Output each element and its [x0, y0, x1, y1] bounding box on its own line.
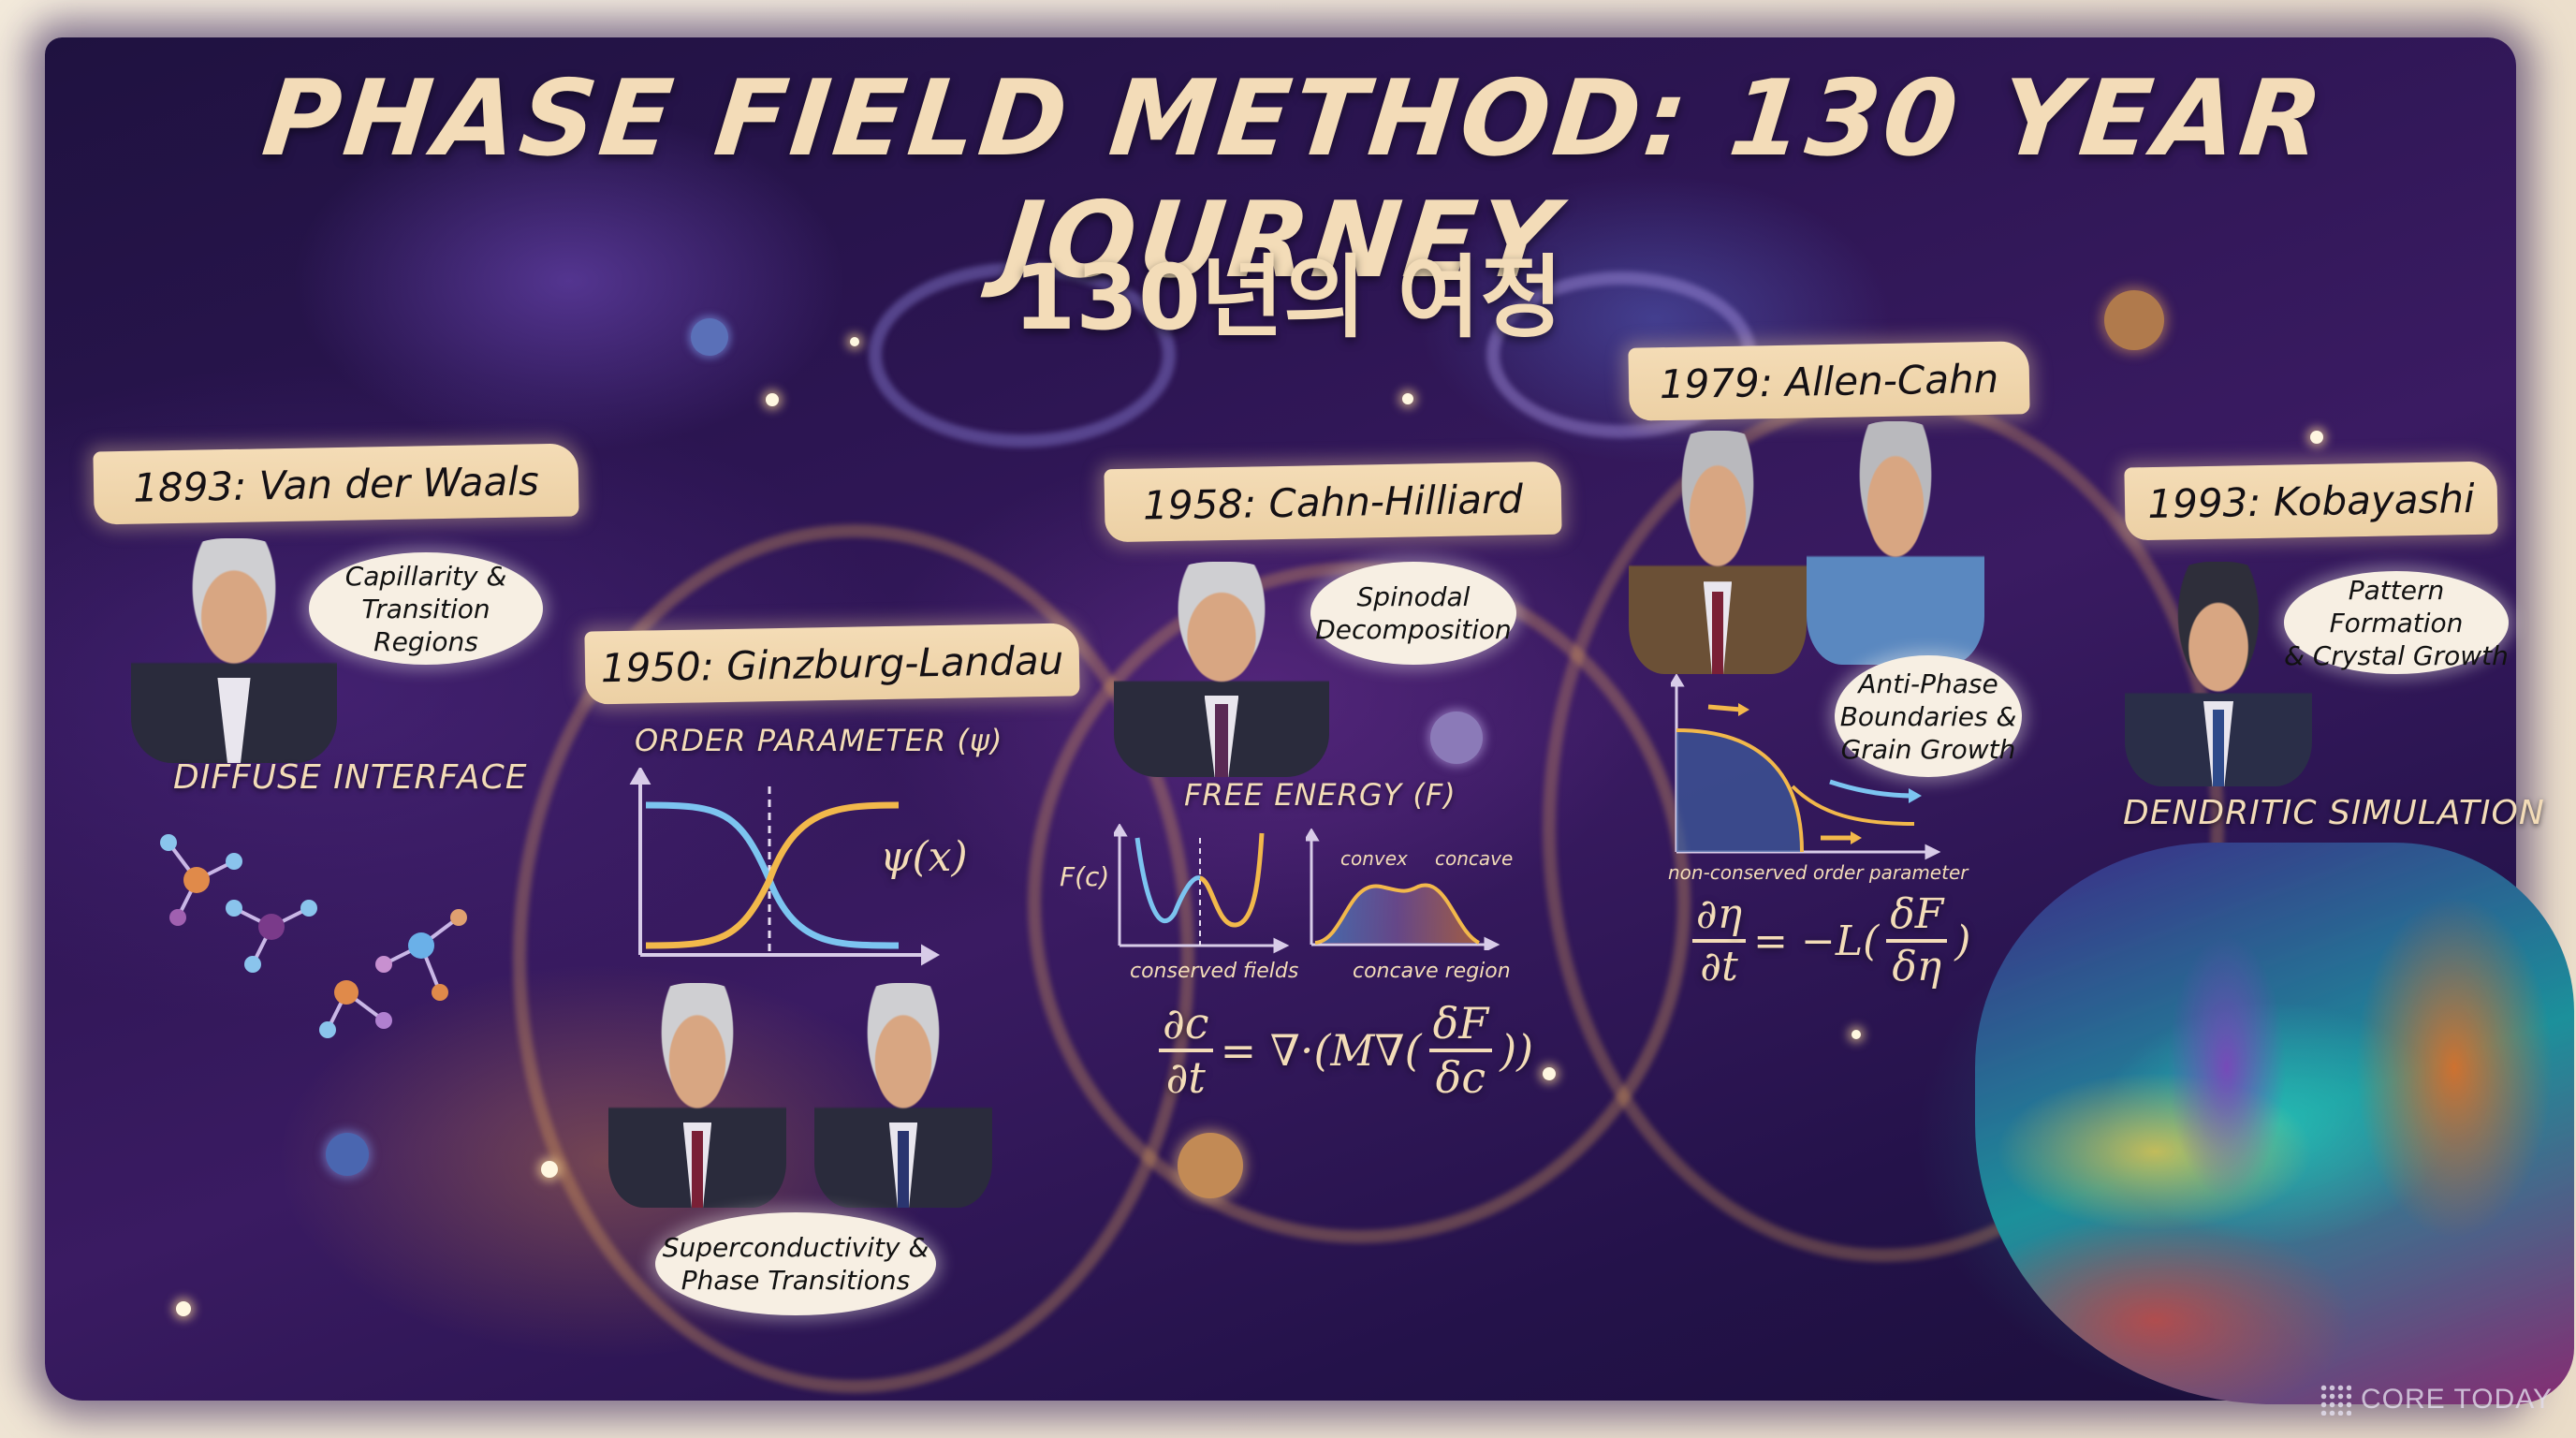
bubble-line: Decomposition — [1315, 614, 1512, 645]
star-icon — [1402, 393, 1413, 404]
watermark-text: CORE TODAY — [2361, 1384, 2554, 1415]
bubble-line: Capillarity & — [344, 560, 507, 592]
dendrite-simulation-illustration — [1975, 843, 2574, 1404]
milestone-banner: 1950: Ginzburg-Landau — [584, 623, 1080, 705]
bubble-line: Spinodal — [1356, 581, 1471, 612]
portrait-landau — [814, 983, 992, 1208]
fraction: ∂η ∂t — [1692, 894, 1747, 990]
planet-icon — [1430, 712, 1483, 764]
page-subtitle-korean: 130년의 여정 — [1013, 245, 1563, 350]
caption-free-energy: FREE ENERGY (F) — [1184, 777, 1456, 813]
cahn-hilliard-equation: ∂c ∂t = ∇·(M∇( δF δc )) — [1151, 1002, 1533, 1099]
bubble-line: Phase Transitions — [681, 1265, 911, 1296]
core-today-logo-icon — [2320, 1384, 2351, 1416]
star-icon — [766, 393, 779, 406]
equation-closing: ) — [1954, 917, 1971, 965]
watermark: CORE TODAY — [2320, 1384, 2553, 1416]
fraction: ∂c ∂t — [1159, 1002, 1213, 1099]
bubble-line: Anti-Phase — [1858, 668, 1998, 699]
equation-operator: = −L( — [1753, 917, 1880, 965]
convex-concave-plot — [1306, 829, 1500, 950]
concave-label: concave — [1435, 847, 1514, 870]
star-icon — [1543, 1067, 1556, 1080]
equation-closing: )) — [1500, 1025, 1534, 1076]
star-icon — [2310, 431, 2323, 444]
bubble-line: Grain Growth — [1840, 733, 2016, 765]
planet-icon — [1178, 1133, 1243, 1198]
shirt — [217, 677, 251, 763]
denominator: δc — [1435, 1052, 1486, 1103]
f-of-c-label: F(c) — [1060, 861, 1110, 892]
allen-cahn-equation: ∂η ∂t = −L( δF δη ) — [1685, 894, 1970, 988]
speech-bubble: Pattern Formation & Crystal Growth — [2284, 571, 2509, 674]
portrait-cahn-1979 — [1807, 421, 1984, 665]
speech-bubble: Superconductivity & Phase Transitions — [655, 1212, 936, 1315]
portrait-cahn — [1114, 562, 1329, 777]
tie — [2213, 710, 2224, 786]
bubble-line: Superconductivity & — [662, 1232, 929, 1263]
non-conserved-label: non-conserved order parameter — [1668, 861, 1969, 884]
numerator: δF — [1886, 894, 1948, 943]
milestone-banner: 1893: Van der Waals — [93, 443, 579, 525]
caption-order-parameter: ORDER PARAMETER (ψ) — [635, 723, 1003, 758]
concave-region-label: concave region — [1353, 960, 1511, 983]
milestone-banner: 1958: Cahn-Hilliard — [1104, 461, 1562, 543]
planet-icon — [691, 318, 728, 356]
star-icon — [176, 1301, 191, 1316]
equation-operator: = ∇·(M∇( — [1220, 1025, 1422, 1076]
grain-growth-plot — [1671, 674, 1941, 860]
fraction: δF δc — [1428, 1002, 1493, 1103]
molecules-icon — [160, 834, 467, 1038]
denominator: ∂t — [1165, 1052, 1206, 1103]
conserved-fields-label: conserved fields — [1130, 960, 1299, 983]
star-icon — [1852, 1030, 1861, 1039]
bubble-line: Pattern Formation — [2329, 574, 2464, 638]
fraction: δF δη — [1886, 894, 1948, 990]
numerator: δF — [1428, 1002, 1493, 1052]
tie — [1712, 591, 1723, 674]
tie — [1215, 703, 1228, 777]
planet-icon — [2104, 290, 2164, 350]
portrait-ginzburg — [608, 983, 786, 1208]
double-well-plot — [1114, 824, 1290, 954]
planet-icon — [326, 1133, 369, 1176]
milestone-banner: 1993: Kobayashi — [2124, 461, 2498, 541]
portrait-van-der-waals — [131, 538, 337, 763]
speech-bubble: Capillarity & Transition Regions — [309, 552, 543, 665]
bubble-line: Boundaries & — [1839, 700, 2017, 732]
order-parameter-plot — [629, 768, 941, 966]
denominator: δη — [1892, 943, 1942, 990]
star-icon — [541, 1161, 558, 1178]
numerator: ∂c — [1159, 1002, 1213, 1052]
numerator: ∂η — [1692, 894, 1747, 943]
speech-bubble: Spinodal Decomposition — [1310, 562, 1516, 665]
caption-diffuse-interface: DIFFUSE INTERFACE — [173, 758, 528, 797]
bubble-line: & Crystal Growth — [2284, 639, 2509, 671]
caption-dendritic-simulation: DENDRITIC SIMULATION — [2123, 794, 2545, 832]
tie — [692, 1131, 703, 1208]
tie — [898, 1131, 909, 1208]
denominator: ∂t — [1700, 943, 1738, 990]
portrait-kobayashi — [2125, 562, 2312, 786]
star-icon — [850, 337, 859, 346]
speech-bubble: Anti-Phase Boundaries & Grain Growth — [1835, 655, 2022, 777]
bubble-line: Transition Regions — [361, 593, 490, 657]
convex-label: convex — [1340, 847, 1408, 870]
portrait-allen — [1629, 431, 1807, 674]
psi-x-label: ψ(x) — [880, 833, 968, 881]
milestone-banner: 1979: Allen-Cahn — [1628, 341, 2030, 421]
